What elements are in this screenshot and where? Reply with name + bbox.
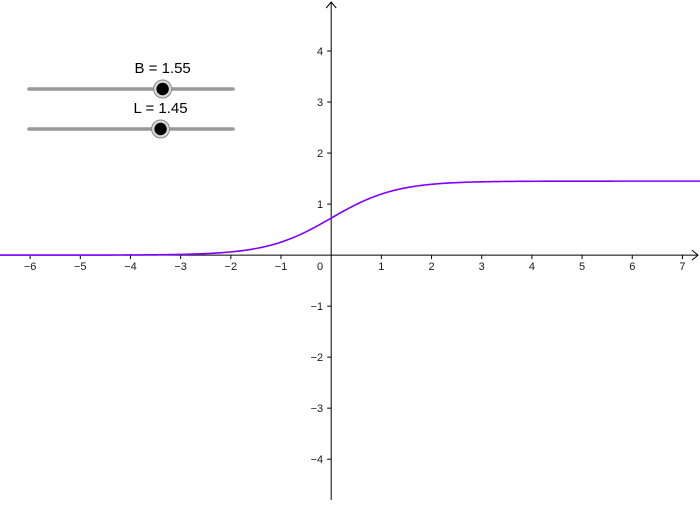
y-tick-label: 4 — [317, 46, 323, 58]
y-tick-label: −1 — [311, 301, 324, 313]
x-tick-label: −5 — [74, 261, 87, 273]
origin-label: 0 — [317, 261, 323, 273]
y-tick-label: 3 — [317, 97, 323, 109]
x-tick-label: 5 — [579, 261, 585, 273]
slider-B[interactable]: B = 1.55 — [27, 60, 235, 99]
slider-knob[interactable] — [156, 82, 169, 96]
x-tick-label: −1 — [275, 261, 288, 273]
slider-caption: B = 1.55 — [134, 60, 190, 77]
y-tick-label: 1 — [317, 199, 323, 211]
axis-tick-labels: −6 −5 −4 −3 −2 −1 1 2 3 4 5 6 7 −4 −3 −2 −1 1 2 3 4 0 — [24, 46, 686, 466]
function-graph[interactable] — [0, 180, 700, 256]
x-axis-arrow-icon — [691, 249, 699, 261]
sliders-panel[interactable]: B = 1.55 L = 1.45 — [27, 60, 235, 139]
x-tick-label: −2 — [225, 261, 238, 273]
slider-L[interactable]: L = 1.45 — [27, 100, 235, 139]
y-tick-label: −3 — [311, 403, 324, 415]
slider-knob[interactable] — [154, 122, 167, 136]
x-tick-label: 4 — [529, 261, 535, 273]
x-tick-label: 7 — [679, 261, 685, 273]
y-tick-label: 2 — [317, 148, 323, 160]
x-tick-label: −3 — [174, 261, 187, 273]
x-tick-label: 2 — [428, 261, 434, 273]
y-tick-label: −4 — [311, 454, 324, 466]
x-tick-label: 3 — [479, 261, 485, 273]
x-tick-label: 6 — [629, 261, 635, 273]
logistic-curve[interactable] — [0, 180, 700, 256]
x-tick-label: −4 — [124, 261, 137, 273]
slider-caption: L = 1.45 — [134, 100, 188, 117]
y-tick-label: −2 — [311, 352, 324, 364]
y-axis-arrow-icon — [325, 1, 337, 9]
x-tick-label: 1 — [378, 261, 384, 273]
x-tick-label: −6 — [24, 261, 37, 273]
